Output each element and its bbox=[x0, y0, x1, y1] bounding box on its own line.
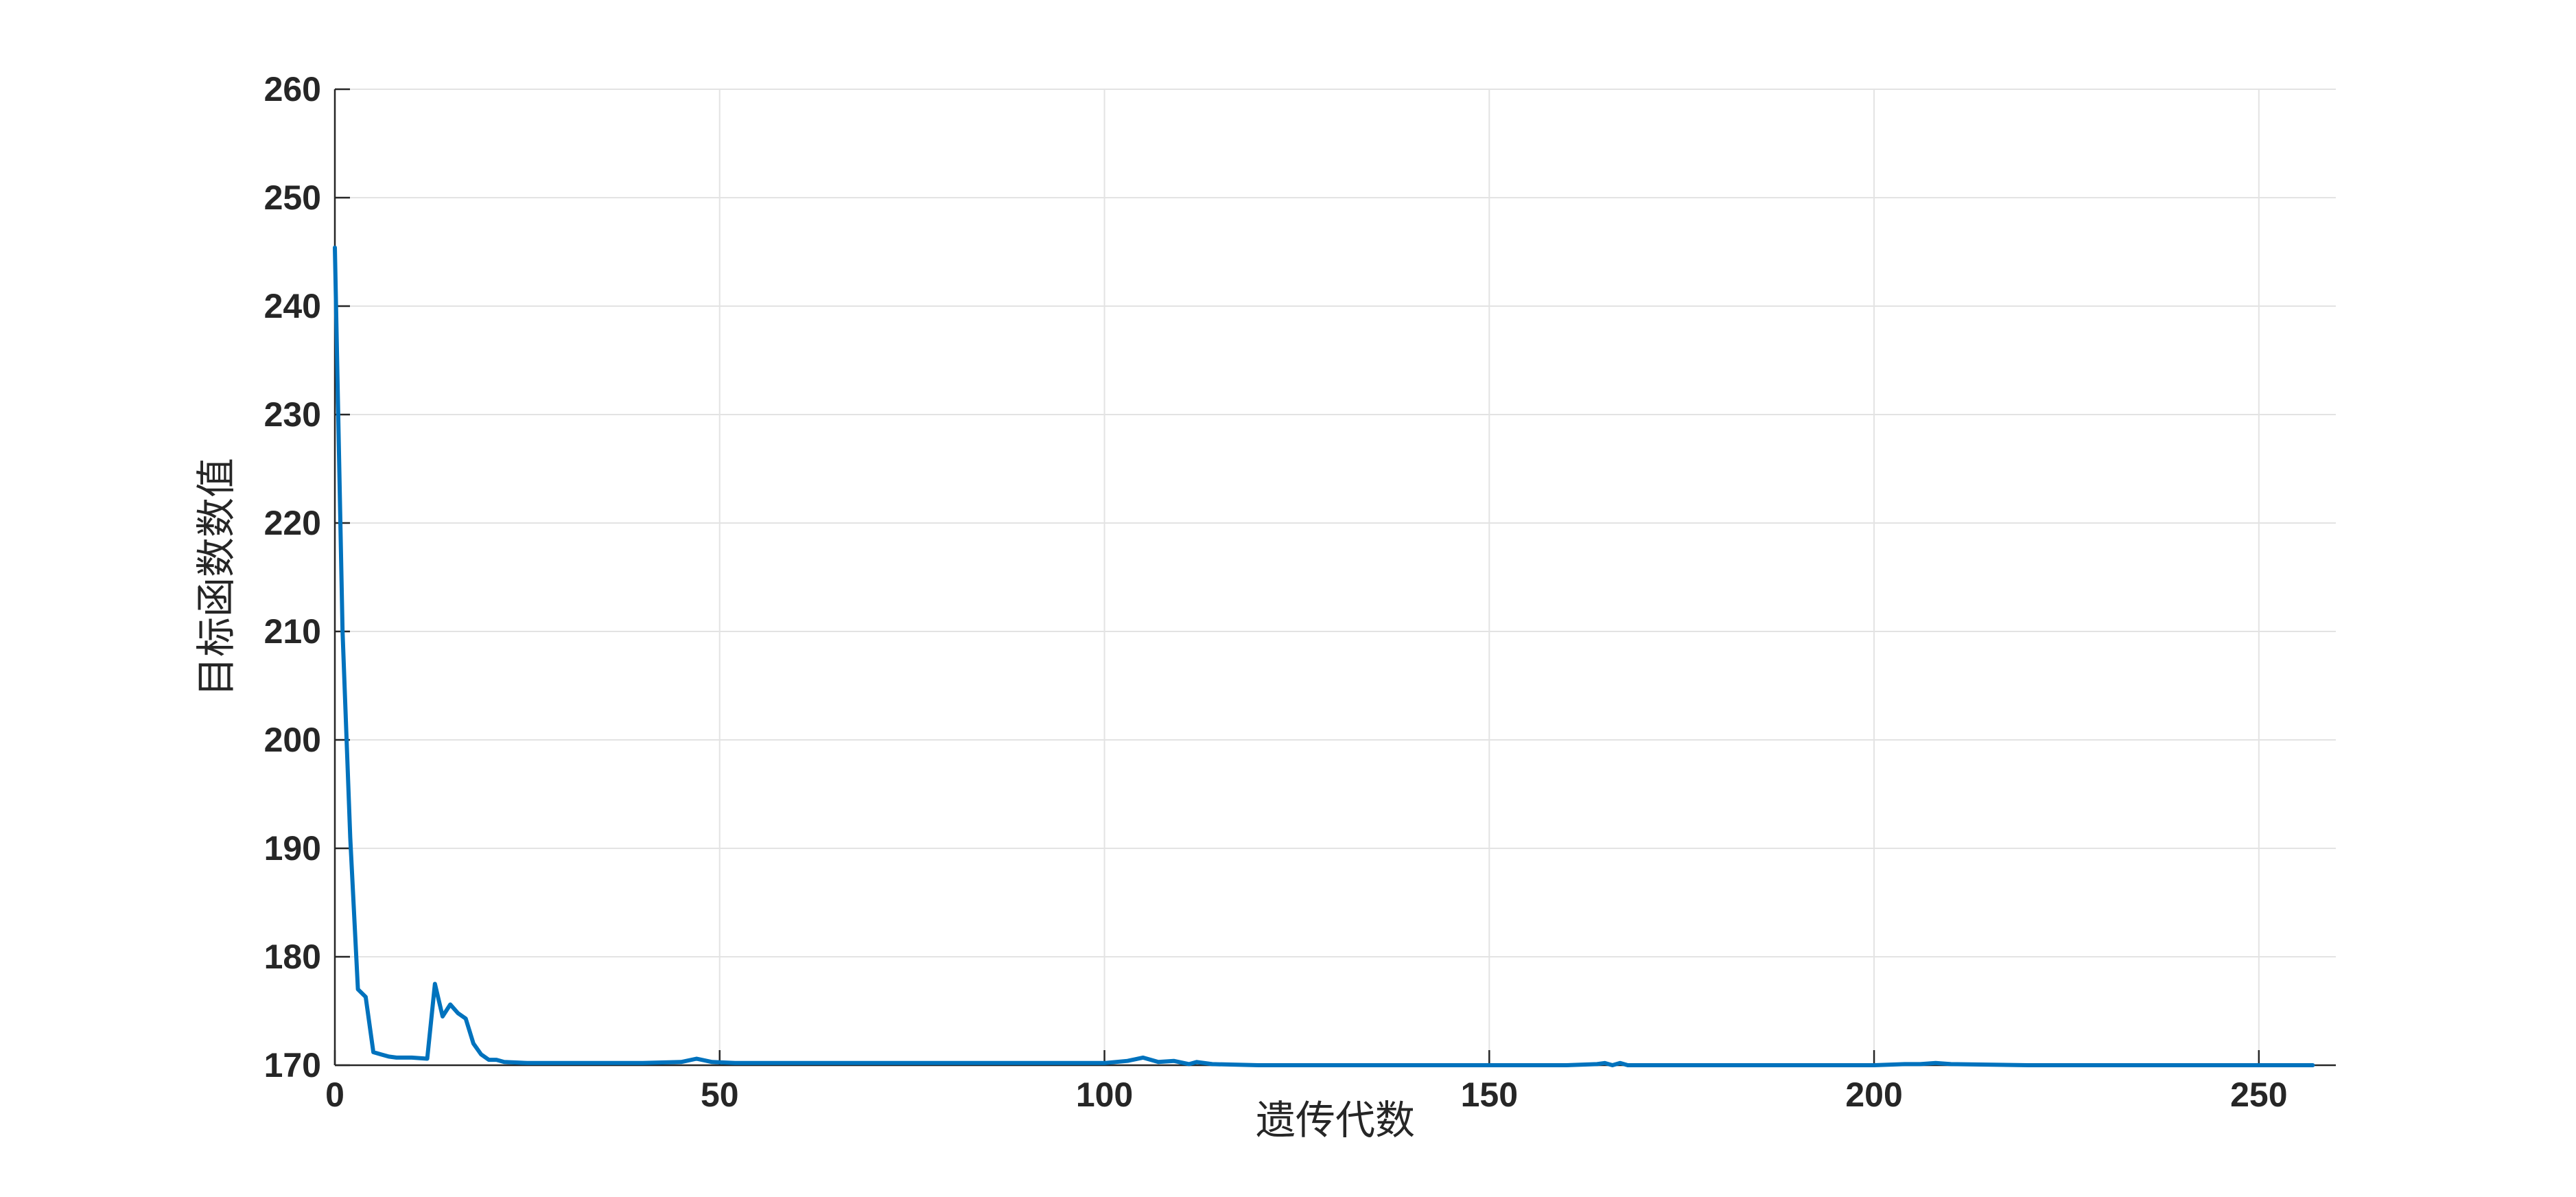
y-axis-label: 目标函数数值 bbox=[193, 458, 239, 697]
x-tick-label: 200 bbox=[1845, 1076, 1902, 1114]
y-tick-label: 190 bbox=[264, 829, 321, 868]
x-tick-label: 250 bbox=[2230, 1076, 2287, 1114]
y-tick-label: 250 bbox=[264, 178, 321, 217]
x-tick-label: 100 bbox=[1076, 1076, 1133, 1114]
y-tick-label: 210 bbox=[264, 612, 321, 651]
axes bbox=[333, 88, 2336, 1067]
y-tick-label: 180 bbox=[264, 938, 321, 976]
y-tick-label: 230 bbox=[264, 395, 321, 434]
y-tick-label: 200 bbox=[264, 721, 321, 759]
y-tick-label: 170 bbox=[264, 1046, 321, 1084]
tick-labels: 0 50 100 150 200 250 170 180 190 200 210 220 230 240 2… bbox=[264, 70, 2288, 1114]
y-tick-label: 240 bbox=[264, 287, 321, 325]
x-tick-label: 50 bbox=[701, 1076, 739, 1114]
series-layer bbox=[333, 245, 2315, 1067]
x-tick-label: 0 bbox=[325, 1076, 344, 1114]
series-line bbox=[333, 245, 2315, 1067]
grid-lines bbox=[334, 89, 2336, 1066]
y-tick-label: 220 bbox=[264, 504, 321, 542]
x-axis-label: 遗传代数 bbox=[1256, 1097, 1415, 1143]
y-tick-label: 260 bbox=[264, 70, 321, 108]
x-tick-label: 150 bbox=[1461, 1076, 1518, 1114]
